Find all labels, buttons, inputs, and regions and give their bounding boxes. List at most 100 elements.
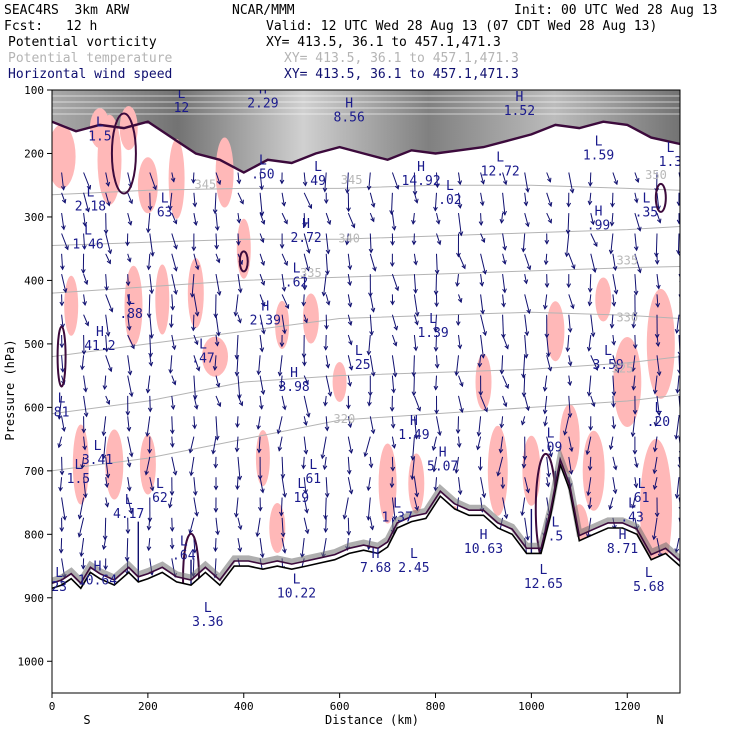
extremum-letter: L	[642, 192, 650, 207]
extremum-value: .02	[438, 193, 461, 208]
pv-shade-blob	[137, 157, 158, 214]
wind-vector-head	[149, 289, 154, 295]
wind-vector	[413, 253, 417, 265]
wind-vector-head	[478, 391, 484, 397]
wind-vector	[458, 213, 462, 236]
pv-shade-blob	[302, 293, 319, 344]
wind-vector-head	[348, 489, 354, 495]
wind-vector-head	[612, 266, 618, 272]
wind-vector	[171, 395, 174, 409]
wind-vector-head	[525, 406, 530, 412]
wind-vector	[546, 172, 551, 182]
wind-vector	[301, 538, 305, 558]
wind-vector	[281, 314, 286, 334]
wind-vector	[458, 192, 461, 208]
wind-vector-head	[633, 246, 639, 252]
wind-vector	[522, 233, 526, 252]
wind-vector	[258, 355, 261, 375]
pv-shade-blob	[332, 362, 347, 402]
extremum-letter: H	[439, 446, 447, 461]
wind-vector	[634, 456, 638, 468]
wind-vector-head	[128, 392, 134, 398]
wind-vector	[259, 212, 265, 225]
wind-vector-head	[347, 302, 353, 308]
y-axis-title: Pressure (hPa)	[3, 339, 17, 440]
field-name-theta: Potential temperature	[8, 51, 173, 66]
wind-vector-head	[323, 401, 328, 407]
wind-vector-head	[277, 446, 283, 452]
wind-vector-head	[526, 265, 532, 271]
wind-vector-head	[234, 371, 240, 377]
wind-vector-head	[434, 363, 440, 369]
wind-vector-head	[482, 269, 487, 275]
wind-vector	[280, 375, 283, 389]
wind-vector-head	[348, 340, 353, 346]
extremum-value: 3.41	[82, 453, 113, 468]
wind-vector	[413, 375, 415, 396]
wind-vector	[632, 355, 636, 372]
wind-vector	[524, 212, 529, 227]
wind-vector	[480, 213, 482, 226]
wind-vector-head	[148, 361, 154, 367]
extremum-letter: H	[619, 528, 627, 543]
wind-vector-head	[260, 280, 266, 286]
wind-vector-head	[146, 546, 152, 552]
wind-vector	[127, 212, 132, 226]
wind-vector-head	[83, 280, 89, 286]
wind-vector-head	[106, 259, 111, 265]
wind-vector	[171, 212, 177, 224]
wind-vector	[412, 436, 415, 460]
wind-vector	[656, 395, 660, 416]
wind-vector-head	[213, 313, 219, 319]
wind-vector	[479, 355, 482, 367]
wind-vector	[653, 517, 658, 540]
wind-vector	[259, 314, 265, 334]
wind-vector-head	[609, 221, 615, 227]
wind-vector	[369, 192, 375, 208]
wind-vector	[521, 497, 526, 516]
wind-vector-head	[523, 201, 529, 207]
wind-vector	[303, 375, 309, 385]
wind-vector-head	[128, 199, 133, 205]
wind-vector	[212, 436, 217, 454]
wind-vector-head	[346, 530, 352, 536]
wind-vector	[149, 233, 154, 256]
wind-vector	[193, 375, 196, 399]
wind-vector-head	[192, 548, 198, 554]
wind-vector	[458, 436, 460, 447]
wind-vector	[391, 355, 396, 377]
wind-vector-head	[586, 346, 592, 352]
wind-vector-head	[370, 307, 376, 313]
pv-shade-blob	[475, 354, 492, 410]
wind-vector-head	[370, 371, 376, 377]
wind-vector-head	[413, 434, 419, 440]
tropopause-contour	[52, 120, 680, 174]
wind-vector-head	[389, 483, 395, 489]
theta-label: 330	[616, 311, 638, 325]
wind-vector-head	[652, 447, 658, 453]
wind-vector-head	[305, 412, 311, 418]
extremum-value: .20	[647, 415, 670, 430]
wind-vector-head	[235, 485, 240, 491]
wind-vector	[369, 233, 372, 253]
wind-vector	[502, 192, 506, 215]
wind-vector	[634, 253, 641, 273]
wind-vector	[149, 172, 157, 190]
wind-vector	[347, 416, 352, 428]
wind-vector	[127, 375, 133, 397]
wind-vector-head	[611, 340, 616, 346]
wind-vector	[634, 334, 636, 349]
wind-vector-head	[215, 382, 221, 388]
wind-vector-head	[502, 245, 507, 251]
extremum-letter: L	[604, 344, 612, 359]
extremum-value: 10.22	[277, 586, 316, 601]
wind-vector	[149, 355, 152, 366]
wind-vector	[590, 314, 594, 337]
wind-vector-head	[392, 372, 398, 378]
extremum-letter: L	[94, 439, 102, 454]
wind-vector-head	[366, 515, 371, 521]
wind-vector	[281, 456, 284, 478]
wind-vector	[612, 253, 616, 271]
wind-vector-head	[391, 388, 396, 394]
wind-vector	[610, 436, 614, 450]
